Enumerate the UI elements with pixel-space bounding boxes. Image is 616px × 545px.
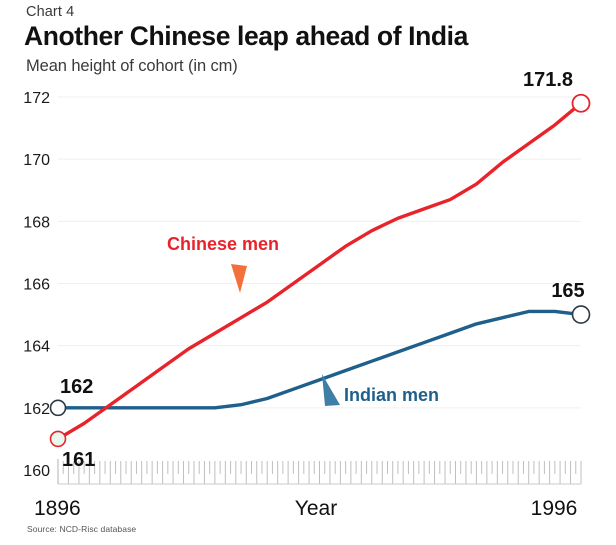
y-tick-label: 164 [23,339,50,356]
marker-indian-start [49,399,67,417]
y-tick-label: 172 [23,90,50,107]
x-tick-label-end: 1996 [531,497,578,520]
x-axis-title: Year [295,497,337,520]
y-axis-tick-labels: 160 162 164 166 168 170 172 [23,90,50,480]
label-blue-end: 165 [551,280,584,302]
series-label-indian-men: Indian men [344,385,439,405]
gridlines [58,96,581,409]
label-red-start: 161 [62,449,95,471]
x-tick-label-start: 1896 [34,497,81,520]
source-note: Source: NCD-Risc database [27,524,137,534]
arrow-indian-men [322,374,340,406]
y-tick-label: 168 [23,214,50,231]
chart-subtitle: Mean height of cohort (in cm) [26,57,238,75]
y-tick-label: 162 [23,401,50,418]
y-tick-label: 166 [23,277,50,294]
label-blue-start: 162 [60,376,93,398]
y-tick-label: 170 [23,152,50,169]
y-tick-label: 160 [23,463,50,480]
marker-chinese-start [49,430,67,448]
marker-chinese-end [571,93,591,113]
label-red-end: 171.8 [523,69,573,91]
series-line-indian-men [56,309,583,410]
series-label-chinese-men: Chinese men [167,234,279,254]
page-title: Another Chinese leap ahead of India [24,21,468,51]
x-axis-ticks [57,461,582,484]
series-line-chinese-men [56,101,583,441]
marker-indian-end [571,305,591,324]
arrow-chinese-men [231,264,247,293]
chart-kicker: Chart 4 [26,4,75,20]
